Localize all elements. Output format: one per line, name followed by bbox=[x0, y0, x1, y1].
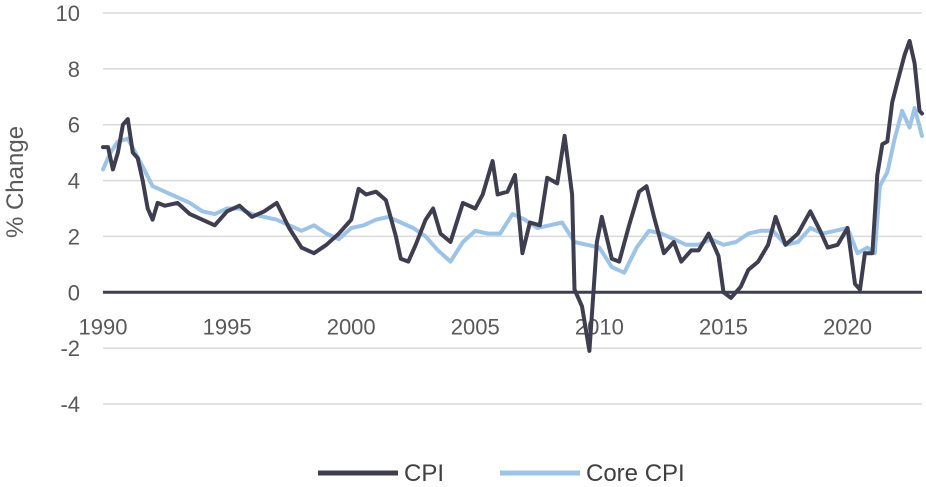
x-tick-label: 1995 bbox=[203, 314, 252, 339]
x-tick-label: 2005 bbox=[451, 314, 500, 339]
y-tick-label: 10 bbox=[56, 1, 80, 26]
gridlines bbox=[103, 12, 922, 405]
series-line-core-cpi bbox=[101, 106, 924, 275]
legend: CPI Core CPI bbox=[318, 460, 685, 487]
y-axis-title: % Change bbox=[2, 126, 29, 238]
series-line-cpi bbox=[101, 38, 924, 353]
y-tick-label: -4 bbox=[60, 392, 80, 417]
x-tick-label: 2015 bbox=[699, 314, 748, 339]
x-tick-label: 1990 bbox=[79, 314, 128, 339]
x-axis-ticks: 1990 1995 2000 2005 2010 2015 2020 bbox=[79, 314, 872, 339]
legend-label: CPI bbox=[404, 460, 444, 487]
x-tick-label: 2000 bbox=[327, 314, 376, 339]
y-tick-label: 4 bbox=[68, 169, 80, 194]
y-tick-label: 2 bbox=[68, 224, 80, 249]
y-tick-label: 8 bbox=[68, 57, 80, 82]
y-tick-label: -2 bbox=[60, 336, 80, 361]
series-lines bbox=[101, 38, 924, 353]
legend-label: Core CPI bbox=[586, 460, 685, 487]
x-tick-label: 2020 bbox=[823, 314, 872, 339]
y-tick-label: 0 bbox=[68, 280, 80, 305]
y-axis-ticks: -4 -2 0 2 4 6 8 10 bbox=[56, 1, 80, 417]
y-tick-label: 6 bbox=[68, 113, 80, 138]
